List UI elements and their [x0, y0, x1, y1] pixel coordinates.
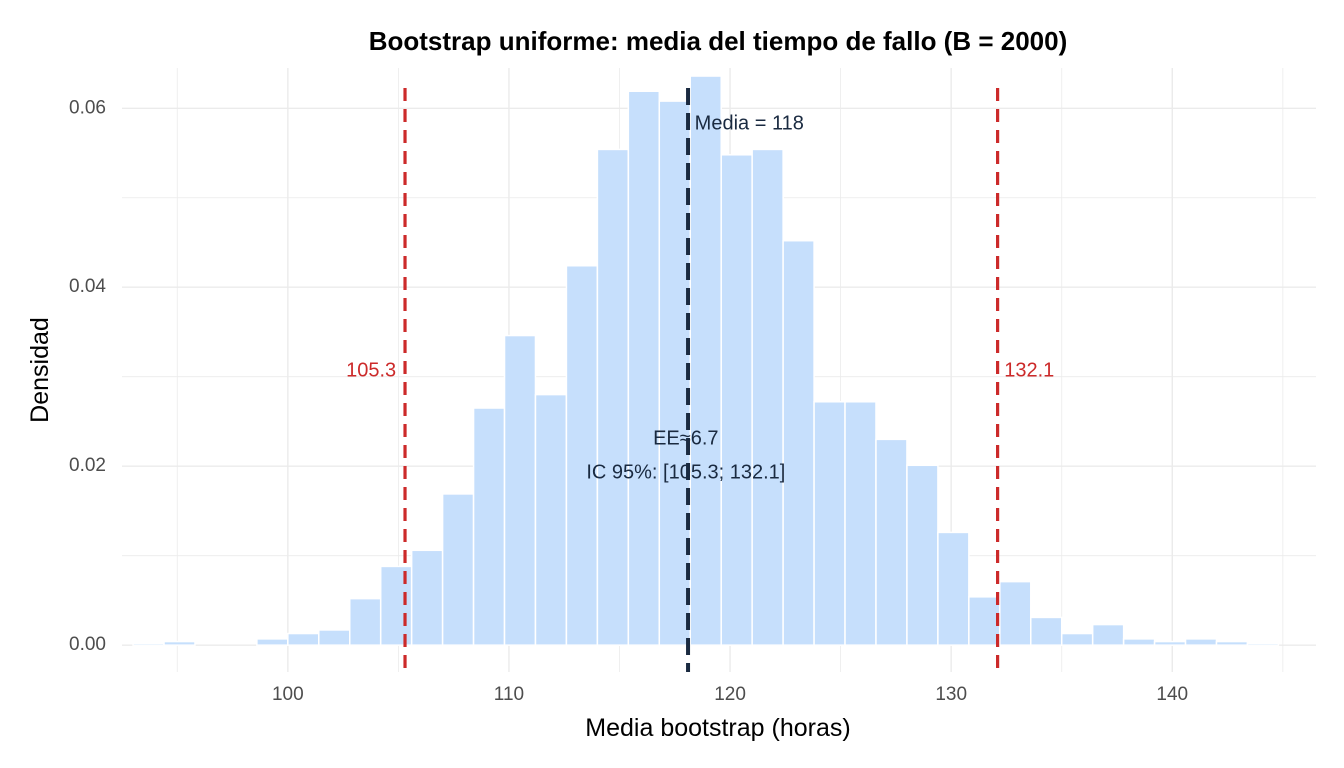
histogram-bar — [256, 638, 289, 646]
x-tick-label: 120 — [714, 684, 746, 705]
x-tick-label: 140 — [1156, 684, 1188, 705]
y-axis-title: Densidad — [26, 317, 54, 423]
reference-lines — [403, 88, 1000, 672]
y-tick-label: 0.00 — [69, 634, 106, 655]
histogram-bar — [379, 565, 413, 646]
y-tick-label: 0.02 — [69, 455, 106, 476]
histogram-bar — [163, 640, 196, 646]
x-axis-title: Media bootstrap (horas) — [585, 714, 850, 742]
x-tick-label: 110 — [494, 684, 524, 705]
histogram-bar — [627, 90, 661, 646]
histogram-bar — [132, 642, 165, 646]
histogram-bar — [906, 464, 939, 646]
y-tick-label: 0.04 — [69, 276, 106, 297]
histogram-bar — [318, 629, 351, 646]
histogram-bars — [132, 75, 1280, 646]
chart-title: Bootstrap uniforme: media del tiempo de … — [369, 26, 1068, 56]
histogram-bar — [287, 632, 320, 646]
ci-label: IC 95%: [105.3; 132.1] — [586, 462, 785, 484]
ci-upper-label: 132.1 — [1004, 360, 1054, 382]
annotations: Media = 118 105.3 132.1 EE≈6.7 IC 95%: [105.… — [346, 113, 1054, 484]
histogram-bar — [1153, 640, 1187, 646]
histogram-bar — [875, 438, 908, 646]
y-tick-label: 0.06 — [69, 97, 106, 118]
histogram-bar — [968, 596, 1001, 646]
histogram-bar — [503, 334, 537, 646]
histogram-bar — [751, 148, 784, 646]
histogram-bar — [782, 239, 815, 646]
histogram-bar — [689, 75, 722, 646]
histogram-bar — [472, 407, 506, 646]
histogram-bar — [1246, 642, 1280, 646]
histogram-bar — [937, 531, 970, 646]
x-tick-label: 130 — [935, 684, 967, 705]
x-tick-label: 100 — [272, 684, 304, 705]
histogram-bar — [1060, 632, 1094, 646]
histogram-bar — [441, 493, 475, 646]
histogram-bar — [534, 393, 568, 646]
ci-lower-label: 105.3 — [346, 360, 396, 382]
histogram-bar — [565, 265, 599, 646]
histogram-bar — [1122, 638, 1156, 646]
histogram-bar — [410, 549, 444, 646]
histogram-bar — [1215, 640, 1249, 646]
histogram-bar — [1091, 623, 1125, 646]
histogram-bar — [720, 154, 753, 646]
histogram-bar — [658, 100, 692, 646]
se-label: EE≈6.7 — [653, 428, 718, 450]
histogram-bar — [1030, 616, 1063, 646]
y-axis-ticks: 0.00 0.02 0.04 0.06 — [69, 97, 106, 655]
histogram-bar — [813, 401, 846, 646]
mean-label: Media = 118 — [695, 113, 804, 135]
histogram-bar — [596, 148, 630, 646]
histogram-bar — [348, 597, 382, 646]
x-axis-ticks: 100 110 120 130 140 — [272, 684, 1188, 705]
histogram-bar — [999, 580, 1032, 646]
histogram-bar — [844, 401, 877, 646]
histogram-bar — [1184, 638, 1218, 646]
